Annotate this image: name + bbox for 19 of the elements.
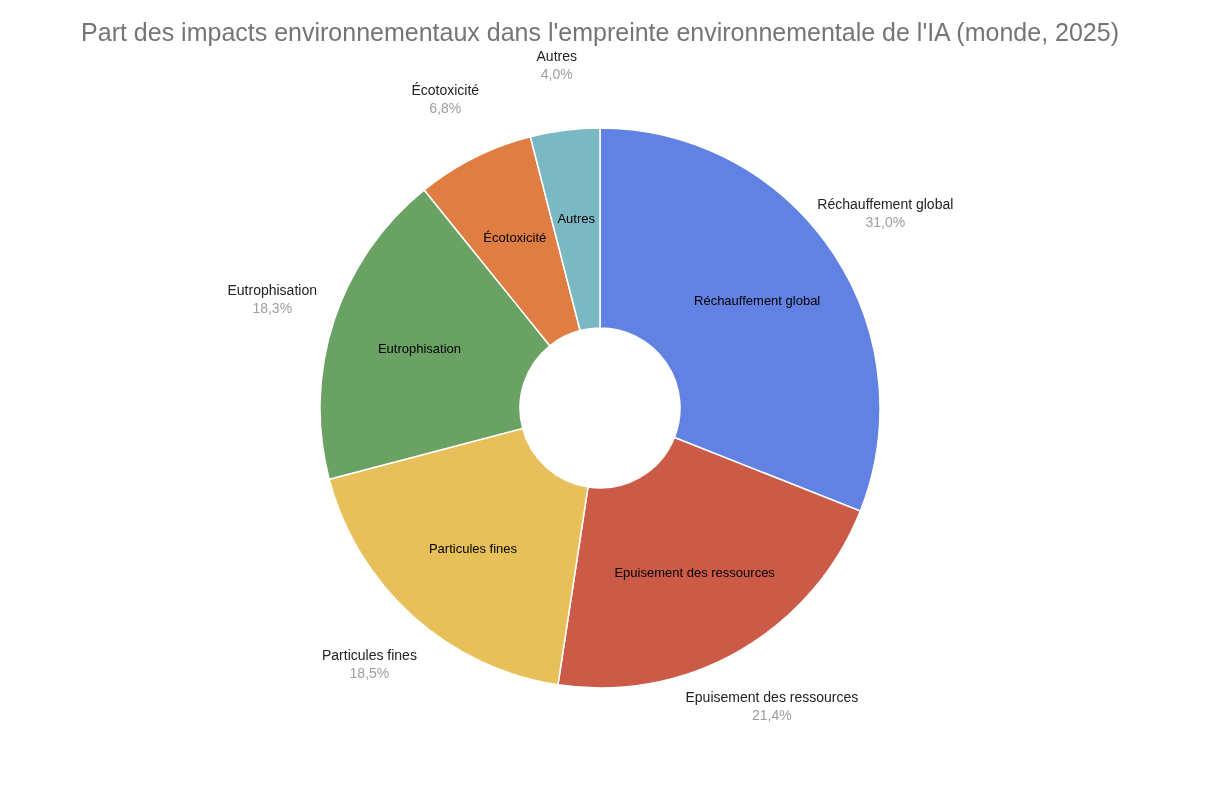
data-label: 4,0% (540, 65, 573, 82)
slice-label: Eutrophisation (227, 282, 317, 299)
data-label: 21,4% (752, 707, 792, 724)
data-label: 6,8% (429, 99, 462, 116)
slice-label: Autres (557, 211, 596, 227)
slice-label: Eutrophisation (377, 340, 462, 356)
slice-label: Epuisement des ressources (614, 564, 776, 580)
slice-label: Epuisement des ressources (685, 689, 859, 706)
chart-title: Part des impacts environnementaux dans l'empreinte environnementale de l'IA (monde, 2025) (81, 17, 1119, 46)
slice-label: Écotoxicité (483, 230, 547, 246)
data-label: 31,0% (865, 214, 906, 231)
slice-label: Réchauffement global (694, 293, 821, 309)
slice-label: Autres (536, 47, 577, 64)
slice-label: Réchauffement global (817, 196, 954, 213)
slice-label: Particules fines (428, 541, 518, 557)
slice-label: Écotoxicité (411, 81, 480, 98)
slice-label: Particules fines (321, 646, 417, 663)
data-label: 18,3% (252, 300, 293, 317)
data-label: 18,5% (349, 664, 390, 681)
